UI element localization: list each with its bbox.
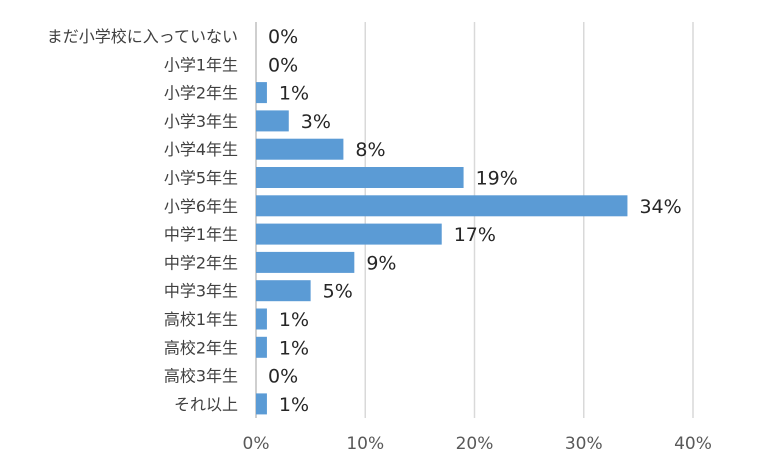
data-label: 5% — [323, 281, 353, 303]
bar — [256, 195, 628, 217]
bar — [256, 336, 267, 358]
category-label: 高校3年生 — [164, 367, 238, 386]
data-label: 9% — [366, 252, 396, 274]
data-label: 1% — [279, 394, 309, 416]
data-label: 0% — [268, 26, 298, 48]
category-label: 小学2年生 — [164, 84, 238, 103]
bar — [256, 223, 442, 245]
category-label: 高校2年生 — [164, 338, 238, 357]
data-label: 3% — [301, 111, 331, 133]
data-label: 34% — [639, 196, 681, 218]
data-label: 8% — [355, 139, 385, 161]
x-tick-label: 10% — [346, 434, 384, 454]
x-tick-label: 0% — [243, 434, 270, 454]
data-label: 17% — [454, 224, 496, 246]
x-tick-label: 40% — [674, 434, 712, 454]
bar — [256, 167, 464, 188]
category-label: 小学5年生 — [164, 169, 238, 188]
category-label: それ以上 — [174, 395, 238, 414]
category-label: まだ小学校に入っていない — [47, 27, 238, 46]
bar — [256, 393, 267, 415]
bar — [256, 308, 267, 330]
category-label: 中学3年生 — [164, 282, 238, 301]
data-label: 0% — [268, 54, 298, 76]
category-label: 中学1年生 — [164, 225, 238, 244]
bar — [256, 138, 344, 160]
data-label: 1% — [279, 83, 309, 105]
data-label: 0% — [268, 366, 298, 388]
bar — [256, 251, 355, 273]
category-label: 中学2年生 — [164, 253, 238, 272]
data-label: 1% — [279, 309, 309, 331]
gridlines — [255, 22, 694, 418]
data-label: 1% — [279, 337, 309, 359]
category-labels: まだ小学校に入っていない小学1年生小学2年生小学3年生小学4年生小学5年生小学6… — [47, 27, 238, 414]
data-labels: 0% 0% 1% 3% 8% 19% 34% 17% 9% 5% 1% 1% 0% 1% — [268, 26, 682, 416]
data-label: 19% — [476, 168, 518, 190]
x-axis-tick-labels: 0% 10% 20% 30% 40% — [243, 434, 712, 454]
bar — [256, 280, 311, 302]
category-label: 小学1年生 — [164, 55, 238, 74]
x-tick-label: 30% — [565, 434, 603, 454]
category-label: 小学6年生 — [164, 197, 238, 216]
x-tick-label: 20% — [456, 434, 494, 454]
bar — [256, 110, 289, 132]
bar — [256, 82, 267, 104]
category-label: 小学3年生 — [164, 112, 238, 131]
bars — [256, 82, 628, 415]
category-label: 高校1年生 — [164, 310, 238, 329]
category-label: 小学4年生 — [164, 140, 238, 159]
